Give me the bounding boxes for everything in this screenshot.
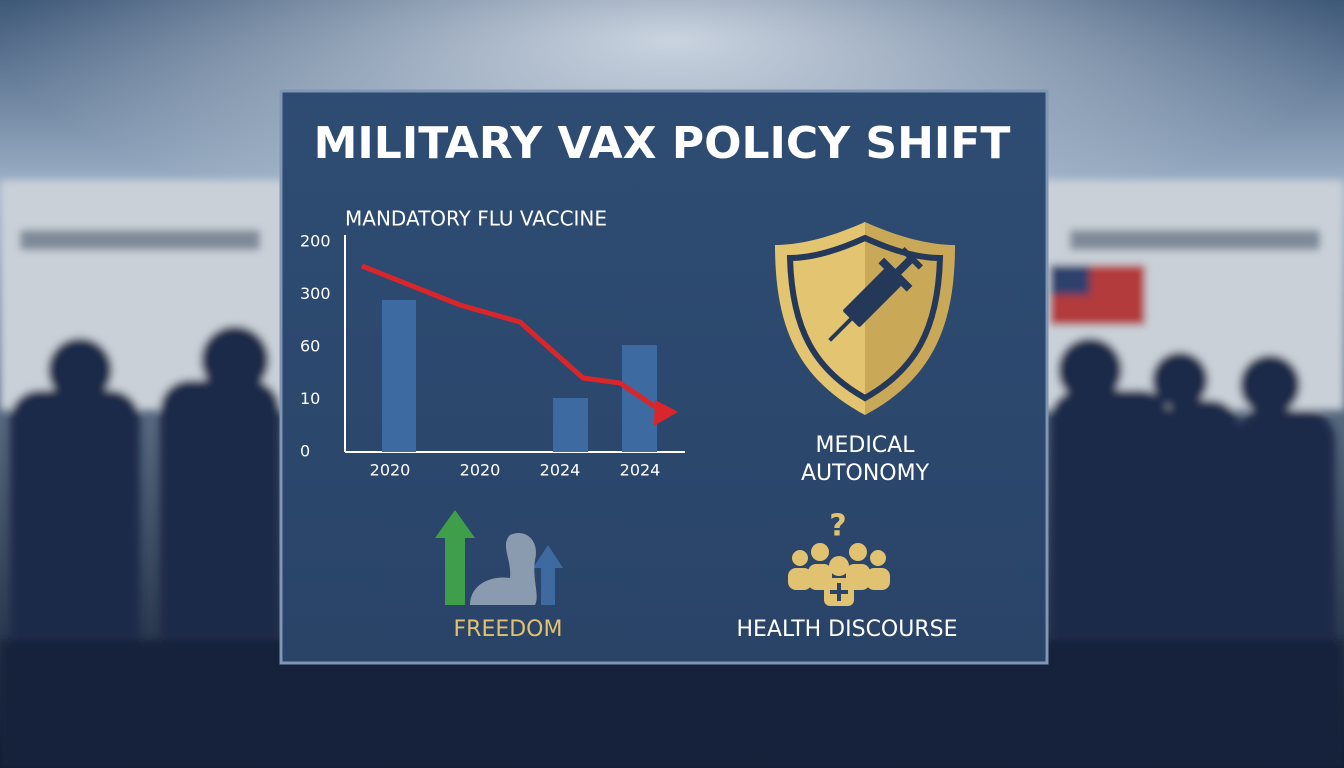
panel	[279, 89, 1049, 665]
y-tick-label: 10	[300, 389, 320, 408]
panel-label: AUTONOMY	[801, 461, 930, 486]
y-tick-label: 200	[300, 232, 331, 251]
trend-line	[361, 263, 662, 413]
y-axis-labels: 200 300 60 10 0	[300, 232, 331, 461]
shield-icon	[775, 222, 955, 415]
y-tick-label: 300	[300, 284, 331, 303]
background-scene	[0, 180, 1344, 768]
panel-label: HEALTH DISCOURSE	[736, 617, 957, 642]
panel-label: MEDICAL	[816, 433, 916, 458]
x-axis-labels: 2020 2020 2024 2024	[370, 461, 661, 480]
svg-text:?: ?	[829, 509, 846, 544]
trend-arrowhead	[653, 399, 679, 426]
x-tick-label: 2020	[460, 461, 501, 480]
x-tick-label: 2020	[370, 461, 411, 480]
y-tick-label: 60	[300, 337, 320, 356]
bar	[553, 398, 588, 452]
chart-title: MANDATORY FLU VACCINE	[345, 207, 607, 231]
panel-label: FREEDOM	[454, 617, 563, 642]
y-tick-label: 0	[300, 442, 310, 461]
bar	[382, 300, 416, 452]
freedom-icon	[435, 510, 563, 605]
discourse-icon: ?	[788, 509, 890, 606]
title: MILITARY VAX POLICY SHIFT	[314, 118, 1011, 169]
x-tick-label: 2024	[540, 461, 581, 480]
x-tick-label: 2024	[620, 461, 661, 480]
